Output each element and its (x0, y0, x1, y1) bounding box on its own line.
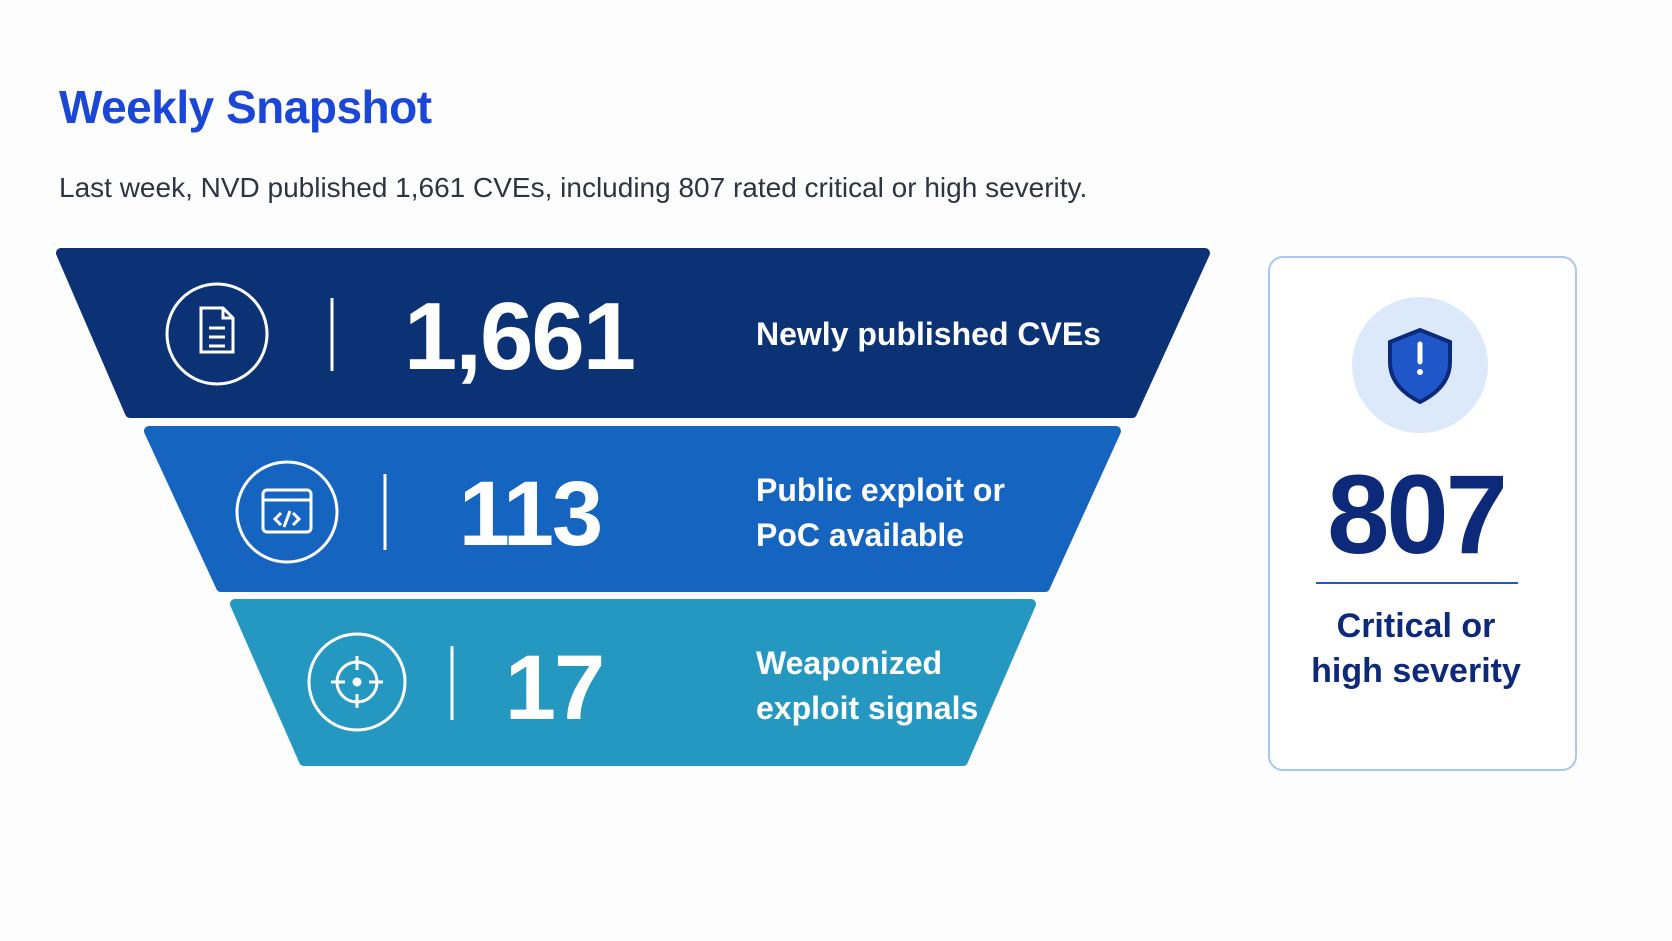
funnel-tier (144, 426, 1121, 592)
title: Weekly Snapshot (59, 81, 432, 133)
funnel-tier (230, 599, 1036, 766)
tier-value: 1,661 (403, 283, 636, 390)
card-label: Critical or high severity (1311, 607, 1521, 690)
tier-value: 113 (458, 463, 603, 565)
shield-icon (1388, 327, 1452, 405)
tier-value: 17 (504, 637, 605, 739)
card-value: 807 (1327, 452, 1508, 577)
tier-label: Weaponized exploit signals (756, 645, 979, 726)
card (1268, 256, 1577, 771)
tier-label: Newly published CVEs (756, 316, 1101, 352)
icons (165, 282, 454, 732)
funnel-tier (56, 248, 1210, 418)
subtitle: Last week, NVD published 1,661 CVEs, inc… (59, 172, 1088, 203)
tier-label: Public exploit or PoC available (756, 472, 1005, 553)
shield-dot (1417, 369, 1423, 375)
